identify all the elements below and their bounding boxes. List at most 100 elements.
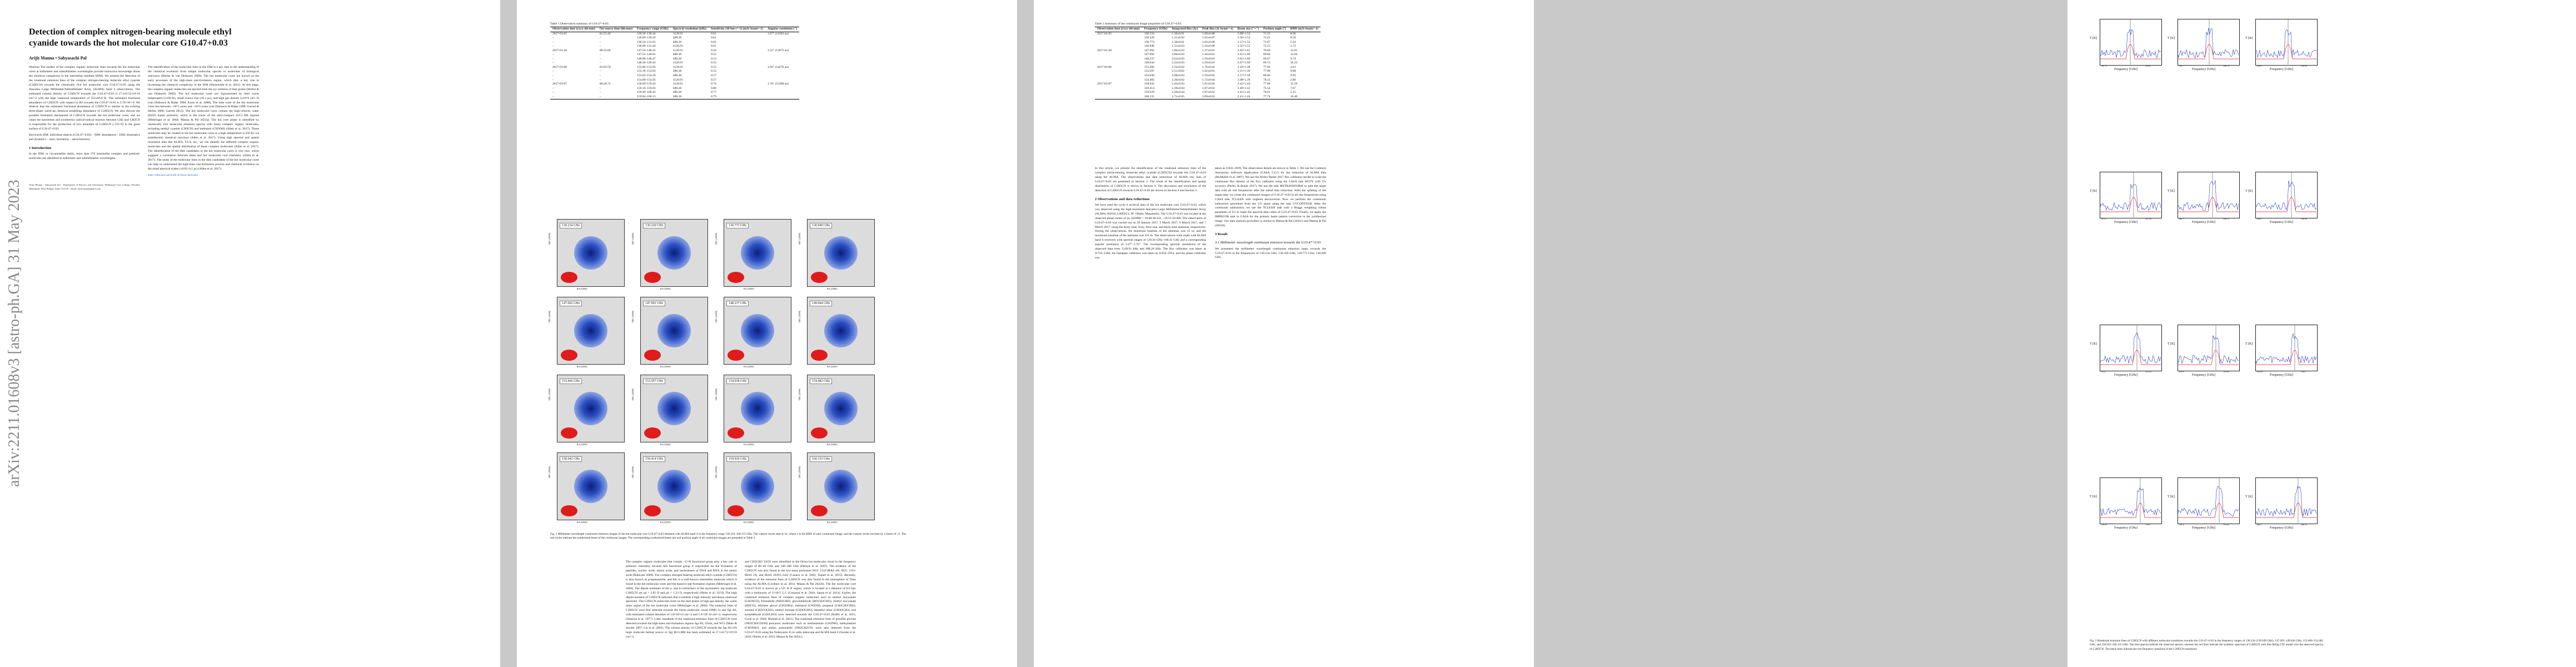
table-row: – – 153.62–154.29 488.28 0.57 [550,74,799,78]
table-row: 2017-03-07 00:28.72 158.49–159.43 1128.91 0.… [550,82,799,87]
table-cell: 147.56–148.43 [637,48,656,52]
synthesized-beam [561,427,577,439]
table-cell: 2.42×1.44 [1237,82,1250,86]
table-cell: 147.992 [1144,53,1154,57]
table-cell: 2.08±0.03 [1172,74,1185,78]
tile-ylabel: DEC (J2000) [548,466,551,478]
table-cell: 129.50–130.44 [637,32,656,36]
table-cell: 77.99 [1263,69,1270,73]
continuum-emission [574,236,607,270]
table-cell: 69.47 [1263,57,1270,61]
table-2: Table 2 Summary of the continuum image p… [1095,22,1321,99]
table-cell: 00:33.06 [599,48,611,52]
observed-spectrum [2178,486,2239,517]
result-heading: 3 Result [1215,232,1228,237]
table-cell: 1.76±0.02 [1202,65,1215,69]
spectrum-xlabel: Frequency [GHz] [2270,526,2294,530]
tile-xlabel: RA (J2000) [827,287,838,290]
tick-left: 130.9 [2256,64,2261,67]
table-cell: 1.87±0.02 [1202,86,1215,90]
synthesized-beam [644,427,661,439]
tick-right: 147.65 [2145,217,2151,220]
table-cell: 0.61 [710,32,716,36]
table-cell: 2.71±0.05 [1172,94,1185,98]
table-cell: 9.08 [1290,69,1296,73]
image-frame: 130.320 GHz [640,219,708,287]
observed-spectrum [2178,335,2239,364]
spectrum-plot [2255,325,2316,370]
table-cell: 7.67 [1290,86,1296,90]
tile-xlabel: RA (J2000) [827,521,838,524]
spectrum-xlabel: Frequency [GHz] [2114,374,2138,377]
table-row: 148.237 2.22±0.03 1.56±0.03 2.01×1.60 69.47 9… [1095,57,1321,62]
page2-right-column: and CH3CH2^13CN were identified in the O… [745,560,856,639]
tile-ylabel: DEC (J2000) [798,388,801,400]
tile-frequency-label: 158.942 GHz [560,456,582,462]
author-footnote: Arijit Manna · Sabyasachi Pal · Departme… [29,183,140,190]
tick-right: 154.5 [2301,370,2306,373]
table-cell: 15.59 [1290,82,1298,86]
table-cell: 01:53.40 [599,32,611,36]
tick-left: 159.4 [2179,523,2184,526]
table-header-cell: Position angle (°) [1263,27,1286,31]
spectrum-axes [2255,19,2318,66]
tile-ylabel: DEC (J2000) [798,232,801,245]
continuum-emission [574,314,607,347]
tile-ylabel: DEC (J2000) [548,232,551,245]
table-cell: 2.08×1.39 [1237,78,1250,82]
table-cell: 488.28 [672,94,682,98]
tick-left: 154.45 [2256,370,2263,373]
continuum-emission [574,470,607,503]
table-row: 2017-03-05 01:53.40 129.50–130.44 1128.91 0.… [550,32,799,36]
tile-xlabel: RA (J2000) [744,521,754,524]
continuum-image-tile: 147.992 GHz DEC (J2000) RA (J2000) [631,295,710,372]
table-cell: 70.06 [1263,48,1270,52]
continuum-emission [824,236,858,270]
spectrum-axes [2100,477,2162,524]
table-cell: 77.92 [1263,65,1270,69]
continuum-emission [741,392,774,425]
spectrum-axes [2100,172,2162,218]
continuum-image-tile: 148.237 GHz DEC (J2000) RA (J2000) [715,295,794,372]
image-frame: 130.949 GHz [807,219,875,287]
figure-1-caption: Fig. 1 Millimeter-wavelength continuum e… [550,532,906,540]
table-cell: 75.54 [1263,86,1270,90]
observations-heading: 2 Observations and data reductions [1095,197,1150,201]
spectrum-ylabel: T [K] [2245,342,2253,346]
tick-left: 153.2 [2101,370,2106,373]
table-cell: 1.66″ (14276 au) [767,65,789,69]
continuum-emission [824,314,858,347]
tile-frequency-label: 153.597 GHz [643,379,666,384]
table-row: 2017-03-06 153.466 2.32±0.02 1.76±0.02 2.10×… [1095,66,1321,70]
table-cell: 1.91±0.04 [1202,82,1215,86]
table-row: 149.044 2.32±0.03 1.59±0.01 2.07×1.60 69.73 1… [1095,61,1321,66]
spectrum-plot [2178,477,2239,523]
table-cell: – [599,44,601,48]
spectrum-panel: T [K] Frequency [GHz] 158.85 158.9 [2090,475,2162,534]
table-header-cell: Frequency (GHz) [1144,27,1168,31]
table-cell: 130.09–130.56 [637,36,656,40]
page2-left-column: The complex organic molecules that conta… [626,560,737,639]
figure-2-caption: Fig. 2 Rotational emission lines of C2H5… [2090,639,2323,651]
table-cell: 2017-03-06 [1097,65,1112,69]
table-cell: – [552,53,554,57]
spectrum-ylabel: T [K] [2168,495,2175,499]
table-cell: 488.28 [672,36,682,40]
table-cell [1095,41,1142,45]
image-frame: 148.237 GHz [724,297,791,365]
table-cell: – [599,53,601,57]
spectrum-xlabel: Frequency [GHz] [2114,221,2138,224]
continuum-image-tile: 130.320 GHz DEC (J2000) RA (J2000) [631,217,710,295]
table-header-cell: Angular resolution (″) [767,27,798,31]
spectrum-xlabel: Frequency [GHz] [2192,221,2216,224]
image-frame: 149.044 GHz [807,297,875,365]
table-cell: 2.43±0.03 [1172,82,1185,86]
continuum-image-tile: 130.949 GHz DEC (J2000) RA (J2000) [798,217,877,295]
lte-model-spectrum [2178,44,2239,59]
abstract: Abstract The studies of the complex orga… [29,66,140,131]
synthesized-beam [644,272,661,283]
table-cell: 69.84 [1263,53,1270,57]
table-cell: 69.73 [1263,61,1270,65]
table-cell: 77.48 [1263,82,1270,86]
cdms-url[interactable]: https://cdms.astro.uni-koeln.de/classic/… [148,173,198,176]
